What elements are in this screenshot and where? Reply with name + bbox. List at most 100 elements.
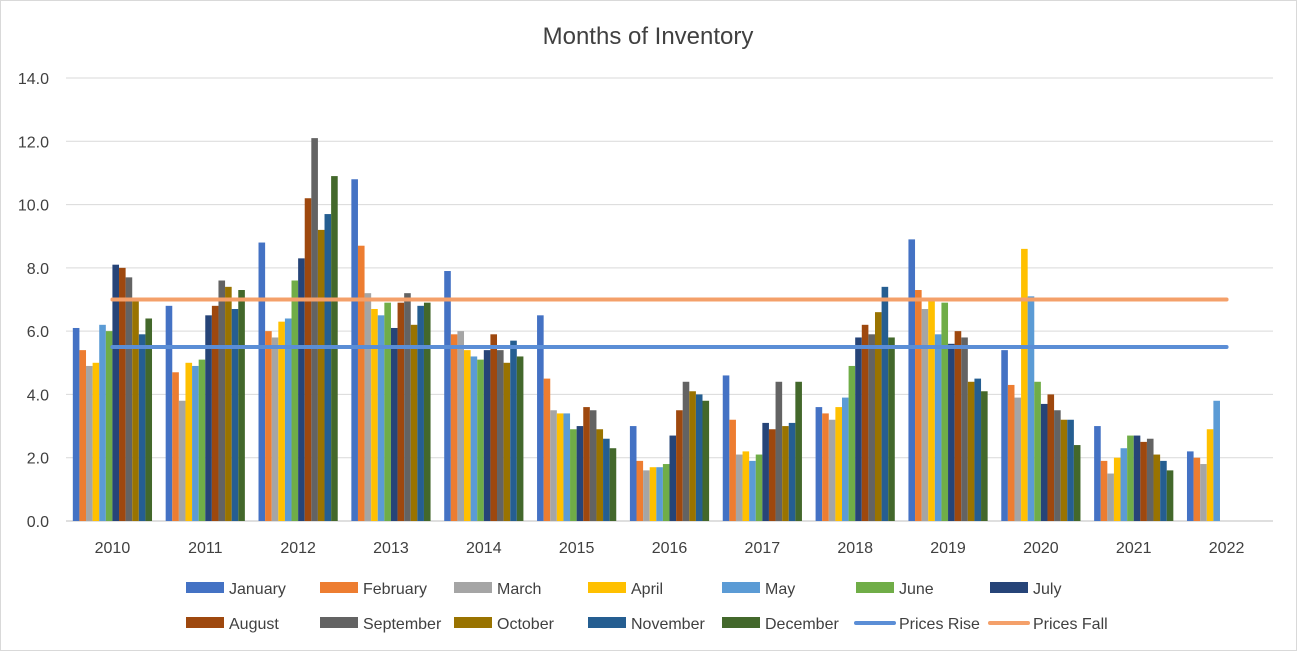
x-tick-label: 2019 (930, 540, 966, 557)
bar-november-2012 (324, 214, 332, 521)
x-tick-label: 2020 (1023, 540, 1059, 557)
bar-february-2015 (543, 378, 551, 521)
bar-july-2020 (1040, 403, 1048, 521)
bar-february-2014 (450, 334, 458, 521)
bar-january-2015 (537, 315, 544, 521)
bar-may-2017 (749, 460, 756, 521)
legend-label: June (899, 581, 934, 598)
y-axis-ticks: 0.0 2.0 4.0 6.0 8.0 10.0 12.0 14.0 (18, 71, 49, 531)
bar-april-2021 (1113, 457, 1121, 521)
x-tick-label: 2010 (95, 540, 131, 557)
bar-july-2014 (483, 350, 491, 521)
bar-april-2012 (278, 321, 285, 521)
legend-swatch (722, 582, 760, 593)
y-tick-label: 12.0 (18, 134, 49, 151)
bar-september-2020 (1054, 410, 1061, 521)
bar-june-2013 (384, 302, 391, 521)
legend-swatch (186, 617, 224, 628)
bar-april-2018 (835, 407, 842, 521)
bar-april-2017 (742, 451, 750, 521)
bar-november-2011 (231, 308, 239, 521)
bar-october-2020 (1060, 419, 1068, 521)
bar-december-2016 (702, 400, 710, 521)
bar-november-2018 (881, 286, 889, 521)
legend-label: August (229, 616, 279, 633)
series-june (105, 280, 1134, 521)
legend-item-october: October (454, 616, 555, 633)
legend-label: November (631, 616, 705, 633)
legend-swatch (588, 617, 626, 628)
bar-august-2015 (583, 407, 590, 521)
bar-june-2018 (848, 365, 856, 521)
bar-december-2020 (1073, 445, 1081, 521)
bar-january-2013 (351, 179, 358, 521)
bar-september-2010 (125, 277, 133, 521)
bar-november-2019 (974, 378, 982, 521)
legend-label: Prices Fall (1033, 616, 1108, 633)
bar-september-2021 (1146, 438, 1154, 521)
bar-october-2021 (1153, 454, 1161, 521)
bar-november-2016 (695, 394, 703, 521)
legend: January February March April May June July Augu… (186, 581, 1108, 633)
bar-november-2013 (417, 305, 424, 521)
bar-february-2020 (1007, 384, 1015, 521)
bar-january-2016 (629, 426, 637, 521)
legend-swatch (990, 582, 1028, 593)
bar-march-2010 (86, 365, 93, 521)
bar-august-2012 (304, 198, 312, 522)
series-september (125, 138, 1154, 521)
legend-label: Prices Rise (899, 616, 980, 633)
x-tick-label: 2011 (188, 540, 223, 557)
bar-march-2020 (1014, 397, 1022, 521)
bar-january-2020 (1001, 350, 1008, 521)
bar-may-2018 (841, 397, 849, 521)
bar-august-2017 (768, 429, 776, 521)
bar-august-2010 (119, 267, 126, 521)
chart-title: Months of Inventory (543, 23, 754, 50)
bar-august-2019 (954, 331, 962, 521)
legend-swatch (186, 582, 224, 593)
bar-february-2010 (79, 350, 87, 521)
legend-label: July (1033, 581, 1061, 598)
legend-swatch (722, 617, 760, 628)
legend-item-march: March (454, 581, 541, 598)
bar-february-2019 (915, 290, 922, 521)
x-tick-label: 2016 (652, 540, 688, 557)
bar-january-2018 (815, 407, 823, 521)
y-tick-label: 0.0 (27, 514, 49, 531)
bar-august-2021 (1140, 441, 1147, 521)
bar-march-2013 (364, 293, 372, 521)
bar-may-2022 (1213, 400, 1220, 521)
bar-october-2015 (596, 429, 604, 521)
y-tick-label: 4.0 (27, 387, 49, 404)
bar-september-2018 (868, 334, 875, 521)
bar-december-2019 (981, 391, 988, 521)
legend-swatch (856, 582, 894, 593)
bar-march-2015 (550, 410, 557, 521)
series-april (92, 248, 1214, 521)
bar-february-2012 (265, 331, 272, 521)
bar-march-2021 (1107, 473, 1114, 521)
bar-october-2014 (503, 362, 511, 521)
bar-may-2015 (563, 413, 571, 521)
legend-item-april: April (588, 581, 663, 598)
bar-november-2017 (788, 422, 796, 521)
series-july (112, 258, 1141, 521)
reference-lines (110, 297, 1229, 349)
bar-september-2015 (589, 410, 597, 521)
bar-february-2022 (1193, 457, 1201, 521)
bar-october-2017 (782, 426, 789, 521)
bar-may-2020 (1027, 296, 1035, 521)
bar-april-2020 (1021, 248, 1028, 521)
bar-july-2012 (298, 258, 305, 521)
bar-january-2011 (165, 305, 173, 521)
bar-march-2016 (643, 470, 650, 521)
bar-january-2012 (258, 242, 266, 522)
bar-august-2020 (1047, 394, 1055, 521)
legend-swatch (320, 617, 358, 628)
series-may (99, 296, 1220, 521)
legend-item-prices-fall: Prices Fall (988, 616, 1108, 633)
bar-february-2016 (636, 460, 644, 521)
legend-label: January (229, 581, 286, 598)
bar-may-2019 (934, 334, 942, 521)
